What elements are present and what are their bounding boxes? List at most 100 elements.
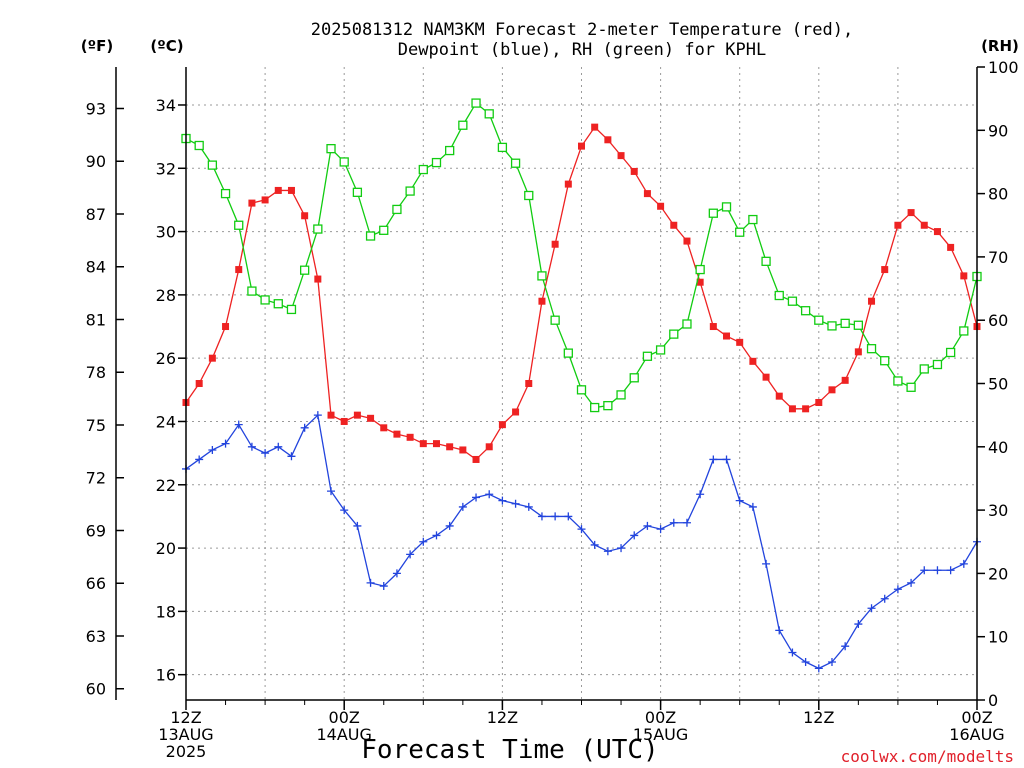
temperature-marker (776, 393, 783, 400)
rh-tick-label: 30 (988, 501, 1008, 520)
time-tick-label: 12Z (487, 708, 518, 727)
temperature-marker (591, 124, 598, 131)
temperature-marker (314, 276, 321, 283)
time-tick-label: 12Z (803, 708, 834, 727)
celsius-tick-label: 22 (156, 476, 176, 495)
temperature-marker (749, 358, 756, 365)
celsius-tick-label: 24 (156, 412, 176, 431)
temperature-marker (341, 418, 348, 425)
celsius-tick-label: 32 (156, 159, 176, 178)
rh-marker (670, 330, 678, 338)
temperature-marker (354, 412, 361, 419)
rh-marker (815, 316, 823, 324)
temperature-marker (512, 408, 519, 415)
temperature-marker (565, 181, 572, 188)
rh-marker (736, 228, 744, 236)
rh-marker (432, 159, 440, 167)
rh-marker (617, 391, 625, 399)
temperature-marker (473, 456, 480, 463)
rh-marker (208, 161, 216, 169)
temperature-marker (499, 421, 506, 428)
rh-marker (406, 187, 414, 195)
fahrenheit-tick-label: 90 (86, 152, 106, 171)
temperature-marker (433, 440, 440, 447)
temperature-marker (618, 152, 625, 159)
rh-marker (314, 225, 322, 233)
fahrenheit-tick-label: 69 (86, 521, 106, 540)
dewpoint-marker (367, 579, 375, 587)
axes: 16 18 20 22 24 26 28 30 32 34 60 63 66 69 72 75 78 81 84 87… (86, 58, 1019, 761)
rh-tick-label: 100 (988, 58, 1019, 77)
dewpoint-marker (327, 487, 335, 495)
rh-marker (287, 305, 295, 313)
rh-marker (446, 147, 454, 155)
x-axis-title: Forecast Time (UTC) (361, 735, 658, 765)
rh-marker (960, 327, 968, 335)
temperature-marker (604, 136, 611, 143)
temperature-marker (486, 443, 493, 450)
rh-marker (947, 348, 955, 356)
temperature-marker (407, 434, 414, 441)
rh-marker (485, 110, 493, 118)
rh-marker (459, 121, 467, 129)
dewpoint-marker (261, 449, 269, 457)
rh-marker (802, 307, 810, 315)
fahrenheit-tick-label: 72 (86, 469, 106, 488)
temperature-marker (644, 190, 651, 197)
rh-marker (920, 365, 928, 373)
dewpoint-marker (512, 500, 520, 508)
temperature-marker (248, 200, 255, 207)
time-tick-label: 16AUG (949, 725, 1004, 744)
rh-marker (274, 300, 282, 308)
temperature-marker (420, 440, 427, 447)
temperature-marker (908, 209, 915, 216)
fahrenheit-tick-label: 87 (86, 205, 106, 224)
rh-tick-label: 70 (988, 248, 1008, 267)
rh-marker (907, 383, 915, 391)
temperature-marker (209, 355, 216, 362)
unit-rh: (RH) (981, 37, 1019, 55)
temperature-marker (222, 323, 229, 330)
rh-marker (564, 349, 572, 357)
rh-marker (419, 166, 427, 174)
temperature-marker (393, 431, 400, 438)
rh-marker (525, 191, 533, 199)
dewpoint-marker (736, 497, 744, 505)
dewpoint-marker (775, 626, 783, 634)
rh-marker (367, 232, 375, 240)
rh-marker (828, 322, 836, 330)
rh-marker (393, 205, 401, 213)
dewpoint-marker (696, 490, 704, 498)
rh-marker (894, 377, 902, 385)
temperature-marker (802, 405, 809, 412)
rh-tick-label: 40 (988, 438, 1008, 457)
temperature-marker (631, 168, 638, 175)
temperature-marker (934, 228, 941, 235)
temperature-marker (578, 143, 585, 150)
rh-tick-label: 90 (988, 121, 1008, 140)
rh-marker (512, 159, 520, 167)
temperature-marker (842, 377, 849, 384)
series-layer (182, 99, 981, 672)
rh-tick-label: 80 (988, 185, 1008, 204)
dewpoint-marker (709, 455, 717, 463)
rh-marker (261, 296, 269, 304)
temperature-marker (710, 323, 717, 330)
rh-marker (327, 145, 335, 153)
temperature-marker (459, 446, 466, 453)
dewpoint-marker (947, 566, 955, 574)
source-credit: coolwx.com/modelts (841, 747, 1014, 766)
dewpoint-marker (222, 440, 230, 448)
fahrenheit-tick-label: 75 (86, 416, 106, 435)
rh-marker (578, 386, 586, 394)
rh-marker (195, 141, 203, 149)
temperature-marker (921, 222, 928, 229)
rh-marker (591, 404, 599, 412)
celsius-tick-label: 34 (156, 96, 176, 115)
temperature-marker (525, 380, 532, 387)
temperature-marker (723, 333, 730, 340)
rh-marker (933, 361, 941, 369)
temperature-marker (736, 339, 743, 346)
rh-marker (235, 221, 243, 229)
fahrenheit-tick-label: 81 (86, 310, 106, 329)
